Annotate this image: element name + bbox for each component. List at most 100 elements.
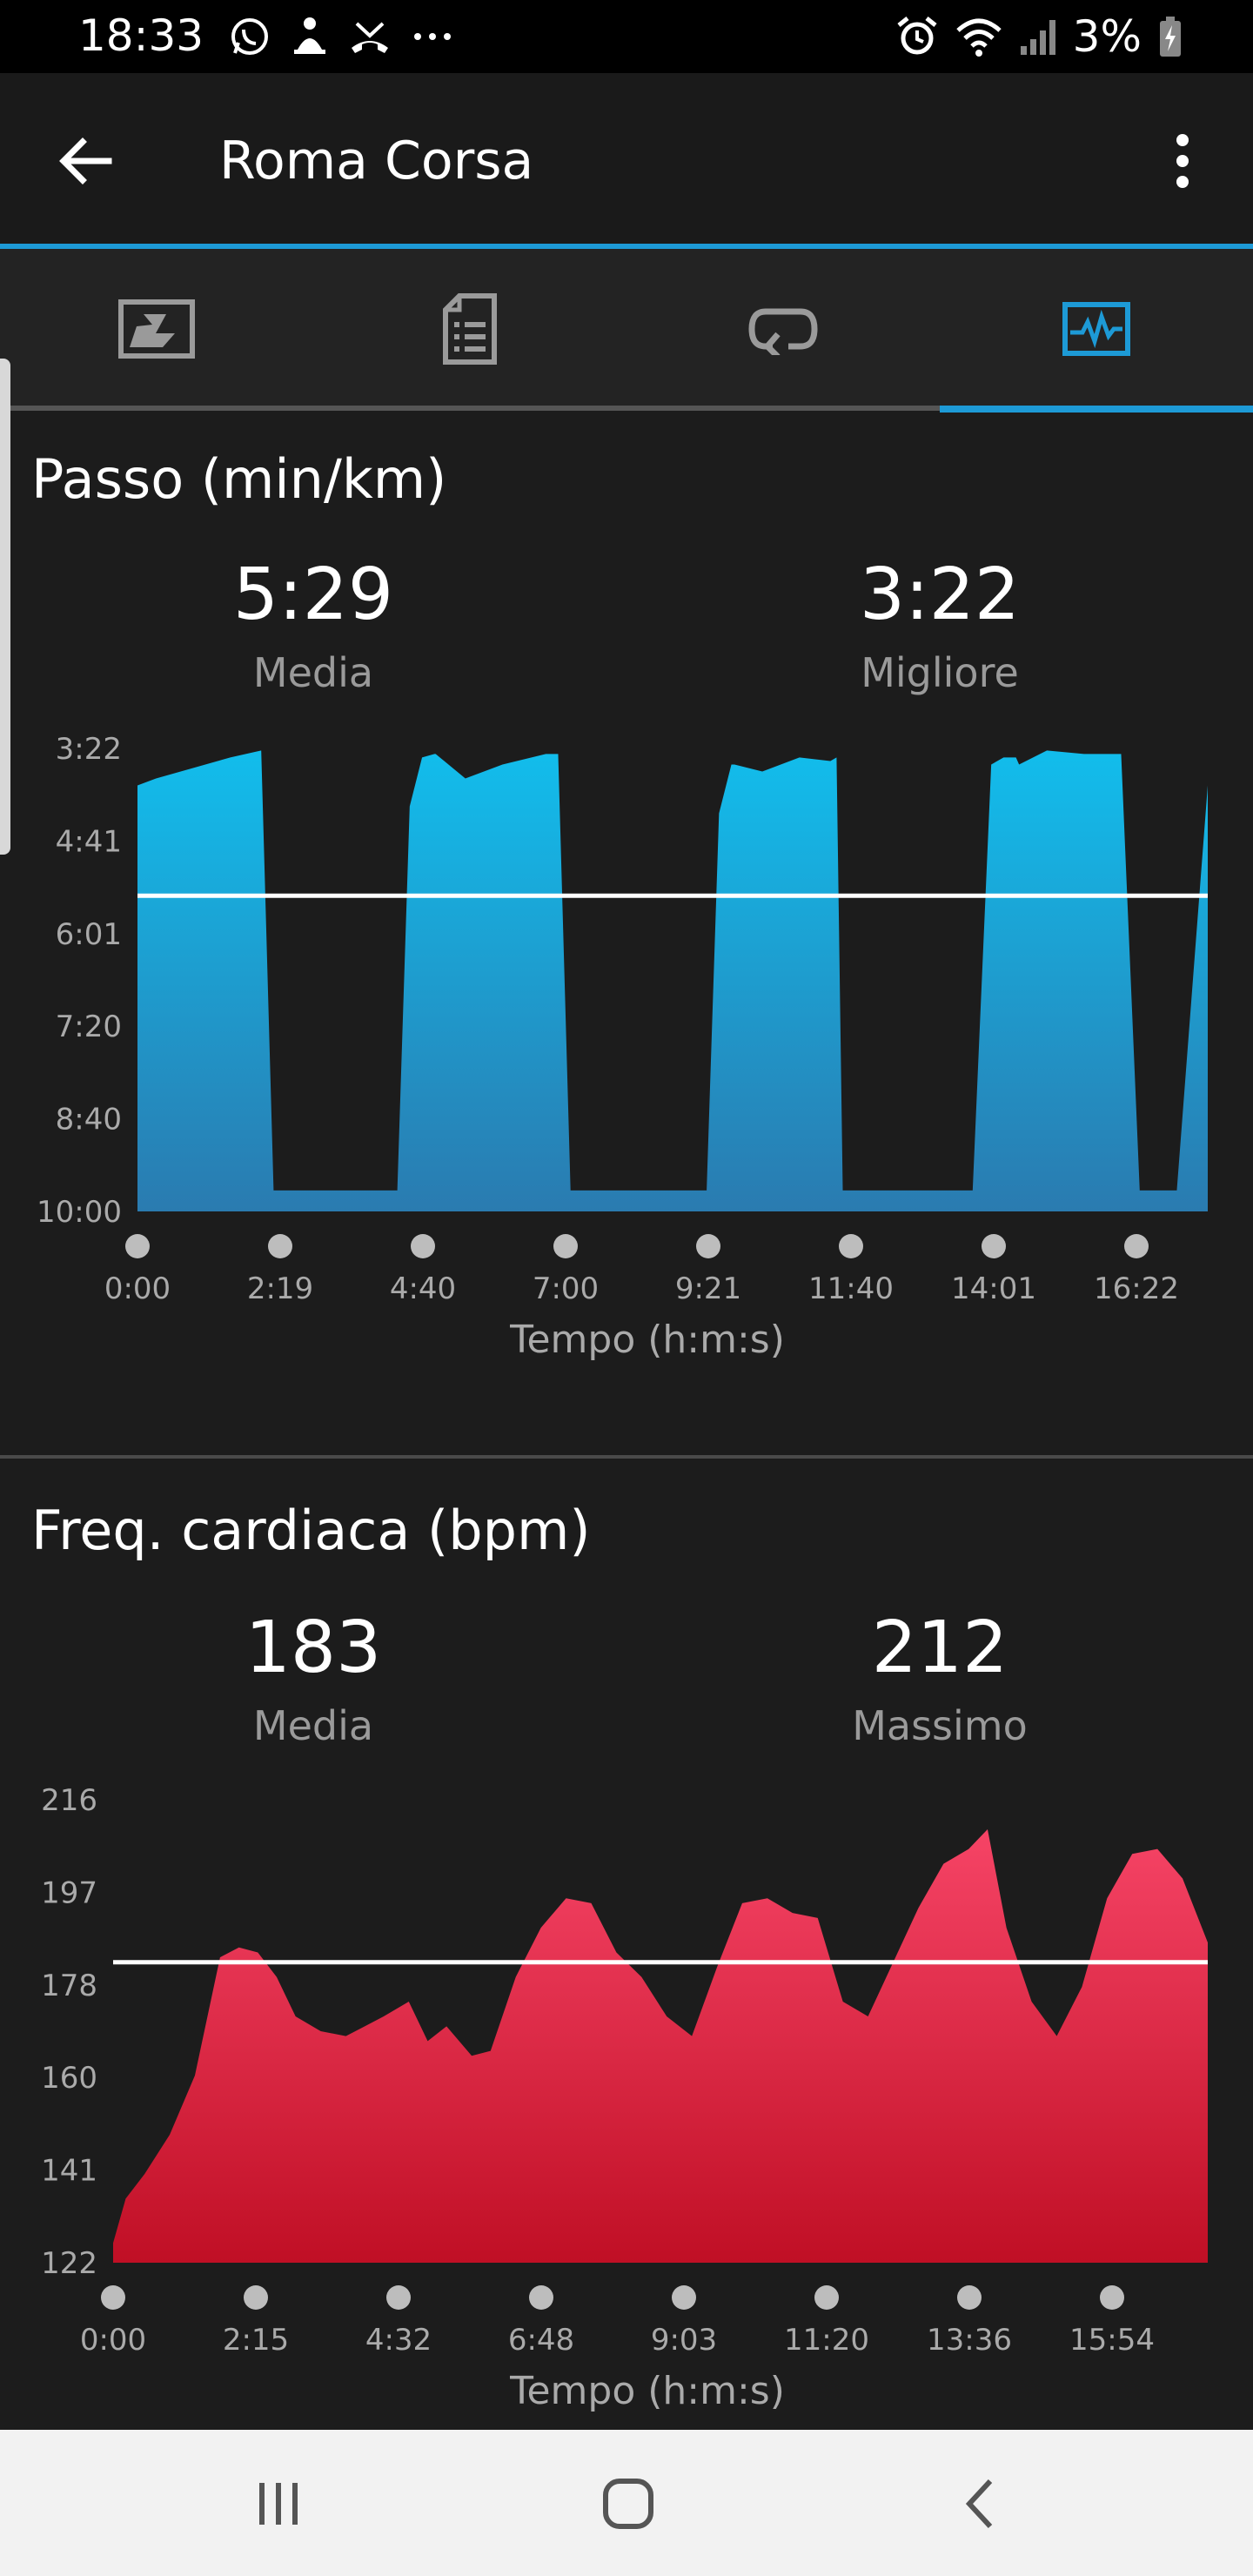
tab-bar-underline [0, 406, 1253, 411]
recent-apps-button[interactable] [226, 2465, 331, 2543]
status-bar: 18:33 [0, 0, 1253, 73]
hr-x-tick-marker[interactable] [672, 2285, 696, 2310]
hr-x-tick-label: 4:32 [365, 2323, 432, 2358]
active-tab-indicator [940, 406, 1253, 413]
wifi-icon [955, 18, 1002, 57]
arrow-left-icon [59, 138, 112, 184]
hr-x-tick-label: 2:15 [223, 2323, 289, 2358]
pace-best-value: 3:22 [859, 553, 1021, 636]
status-notification-icons [228, 12, 454, 61]
tab-bar [0, 249, 1253, 409]
status-time: 18:33 [78, 10, 204, 61]
system-nav-bar [0, 2430, 1253, 2576]
hr-x-tick-marker[interactable] [529, 2285, 553, 2310]
hr-x-tick-marker[interactable] [1100, 2285, 1124, 2310]
hr-avg-value: 183 [245, 1607, 382, 1689]
pace-y-tick-label: 6:01 [56, 917, 122, 952]
pace-y-tick-label: 7:20 [56, 1010, 122, 1044]
hr-series-area [113, 1828, 1208, 2263]
recent-apps-icon [259, 2483, 298, 2525]
pace-best-label: Migliore [861, 649, 1019, 696]
hr-y-tick-label: 122 [41, 2246, 97, 2281]
tab-map[interactable] [0, 249, 313, 409]
hr-avg-label: Media [252, 1702, 374, 1749]
pace-x-axis-label: Tempo (h:m:s) [509, 1318, 785, 1362]
more-vert-icon [1176, 134, 1189, 188]
app-bar: Roma Corsa [0, 73, 1253, 244]
more-dots-icon [414, 33, 451, 40]
hr-y-tick-label: 216 [41, 1783, 97, 1818]
hr-y-tick-label: 178 [41, 1969, 97, 2003]
pace-x-tick-label: 9:21 [675, 1271, 741, 1306]
pace-x-tick-marker[interactable] [268, 1234, 292, 1258]
pace-x-tick-marker[interactable] [411, 1234, 435, 1258]
hr-title: Freq. cardiaca (bpm) [31, 1499, 591, 1562]
hr-x-tick-marker[interactable] [814, 2285, 839, 2310]
status-system-icons: 3% [895, 11, 1183, 62]
pace-y-tick-label: 10:00 [37, 1195, 122, 1230]
back-nav-button[interactable] [928, 2465, 1032, 2543]
pace-x-tick-marker[interactable] [1124, 1234, 1149, 1258]
hr-x-tick-marker[interactable] [101, 2285, 125, 2310]
app-bar-accent-line [0, 244, 1253, 249]
section-divider [0, 1455, 1253, 1459]
pace-x-tick-marker[interactable] [696, 1234, 720, 1258]
hr-x-tick-label: 15:54 [1069, 2323, 1155, 2358]
map-icon [118, 299, 195, 359]
notification-icon [294, 17, 325, 54]
missed-call-icon [352, 22, 388, 53]
pace-x-tick-label: 11:40 [808, 1271, 894, 1306]
home-button[interactable] [576, 2465, 680, 2543]
tab-details[interactable] [313, 249, 626, 409]
hr-y-tick-label: 160 [41, 2061, 97, 2096]
hr-x-tick-marker[interactable] [957, 2285, 982, 2310]
pace-series-area [137, 750, 1208, 1211]
battery-charging-icon [1160, 17, 1181, 57]
hr-x-tick-label: 13:36 [927, 2323, 1012, 2358]
chart-pulse-icon [1062, 302, 1130, 356]
pace-x-tick-marker[interactable] [553, 1234, 578, 1258]
battery-percent: 3% [1072, 11, 1142, 62]
loop-icon [748, 308, 818, 355]
hr-x-axis-label: Tempo (h:m:s) [509, 2369, 785, 2413]
document-list-icon [443, 293, 497, 365]
hr-y-tick-label: 141 [41, 2154, 97, 2189]
overflow-menu-button[interactable] [1143, 122, 1222, 200]
pace-x-tick-marker[interactable] [839, 1234, 863, 1258]
pace-x-tick-marker[interactable] [125, 1234, 150, 1258]
back-button[interactable] [47, 122, 125, 200]
pace-x-tick-label: 7:00 [533, 1271, 599, 1306]
hr-max-label: Massimo [852, 1702, 1028, 1749]
whatsapp-icon [231, 18, 268, 55]
signal-icon [1020, 20, 1055, 55]
edge-panel-handle[interactable] [0, 359, 10, 855]
back-nav-icon [965, 2479, 993, 2529]
hr-chart: 216 197 178 160 141 122 0:00 2:15 4:32 6:48 9:03 11… [41, 1783, 1208, 2413]
hr-x-tick-label: 11:20 [784, 2323, 869, 2358]
pace-x-tick-label: 16:22 [1094, 1271, 1179, 1306]
tab-laps[interactable] [626, 249, 940, 409]
hr-x-tick-marker[interactable] [386, 2285, 411, 2310]
pace-x-tick-label: 4:40 [390, 1271, 456, 1306]
pace-title: Passo (min/km) [31, 447, 447, 511]
hr-x-tick-label: 9:03 [651, 2323, 717, 2358]
tab-charts[interactable] [940, 249, 1253, 409]
hr-x-tick-marker[interactable] [244, 2285, 268, 2310]
pace-x-tick-label: 14:01 [951, 1271, 1036, 1306]
hr-max-value: 212 [871, 1607, 1008, 1689]
hr-x-tick-label: 0:00 [80, 2323, 146, 2358]
pace-y-tick-label: 8:40 [56, 1103, 122, 1137]
alarm-icon [897, 17, 937, 55]
pace-x-tick-marker[interactable] [982, 1234, 1006, 1258]
hr-x-tick-label: 6:48 [508, 2323, 574, 2358]
pace-y-tick-label: 4:41 [56, 824, 122, 859]
home-icon [603, 2479, 653, 2529]
pace-x-tick-label: 0:00 [104, 1271, 171, 1306]
pace-chart: 3:22 4:41 6:01 7:20 8:40 10:00 0:00 2:19 4:40 7:0… [37, 732, 1208, 1362]
pace-x-tick-label: 2:19 [247, 1271, 313, 1306]
hr-y-tick-label: 197 [41, 1875, 97, 1910]
page-title: Roma Corsa [219, 131, 534, 191]
pace-y-tick-label: 3:22 [56, 732, 122, 767]
pace-avg-value: 5:29 [232, 553, 394, 636]
pace-avg-label: Media [252, 649, 374, 696]
